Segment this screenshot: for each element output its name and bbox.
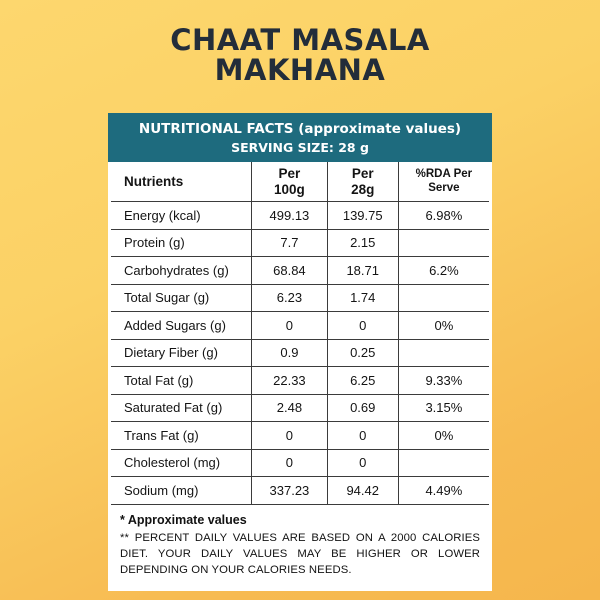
nutrient-name: Trans Fat (g) [111,421,252,450]
per-28g-line1: Per [351,165,374,181]
col-header-nutrients: Nutrients [111,162,252,202]
nutrient-row: Protein (g) 7.7 2.15 [111,229,489,257]
rda-value [397,339,489,367]
rda-value: 0% [397,421,489,450]
per-28g-value: 0.69 [326,394,399,422]
nutrient-row: Added Sugars (g) 0 0 0% [111,311,489,340]
nutrient-row: Trans Fat (g) 0 0 0% [111,421,489,450]
nutrient-row: Total Fat (g) 22.33 6.25 9.33% [111,366,489,395]
per-28g-value: 1.74 [326,284,399,312]
per-100g-line1: Per [278,165,301,181]
nutrient-name: Total Sugar (g) [111,284,252,312]
rda-value: 9.33% [397,366,489,395]
nutrient-row: Total Sugar (g) 6.23 1.74 [111,284,489,312]
col-header-rda: %RDA Per Serve [397,162,489,202]
nutrition-table-wrap: Nutrients Per 100g Per 28g %RDA Per Serve … [108,162,492,505]
per-100g-value: 0.9 [251,339,328,367]
per-28g-value: 0.25 [326,339,399,367]
footnote-daily-values: ** PERCENT DAILY VALUES ARE BASED ON A 2… [120,531,480,576]
nutrient-name: Dietary Fiber (g) [111,339,252,367]
per-100g-value: 22.33 [251,366,328,395]
per-100g-value: 0 [251,421,328,450]
nutrient-name: Sodium (mg) [111,476,252,505]
nutrient-row: Cholesterol (mg) 0 0 [111,449,489,477]
rda-value [397,284,489,312]
nutrient-name: Added Sugars (g) [111,311,252,340]
product-title-line2: MAKHANA [214,53,386,88]
table-header-row: Nutrients Per 100g Per 28g %RDA Per Serve [111,162,489,202]
col-header-per-28g: Per 28g [326,162,399,202]
nutrient-row: Saturated Fat (g) 2.48 0.69 3.15% [111,394,489,422]
per-28g-value: 0 [326,311,399,340]
footnote-approximate-values: * Approximate values [120,512,247,527]
per-100g-value: 499.13 [251,201,328,230]
rda-value: 3.15% [397,394,489,422]
nutrient-name: Cholesterol (mg) [111,449,252,477]
rda-value: 0% [397,311,489,340]
nutrient-name: Saturated Fat (g) [111,394,252,422]
rda-value: 6.98% [397,201,489,230]
nutrition-table-body: Energy (kcal) 499.13 139.75 6.98% Protein (g… [111,201,489,505]
panel-header: NUTRITIONAL FACTS (approximate values) S… [108,113,492,162]
nutrient-row: Energy (kcal) 499.13 139.75 6.98% [111,201,489,230]
rda-value [397,449,489,477]
per-100g-value: 337.23 [251,476,328,505]
nutrient-row: Carbohydrates (g) 68.84 18.71 6.2% [111,256,489,285]
per-100g-value: 2.48 [251,394,328,422]
per-28g-value: 0 [326,421,399,450]
serving-size-label: SERVING SIZE: 28 g [231,139,369,155]
nutrition-table: Nutrients Per 100g Per 28g %RDA Per Serve … [111,162,489,505]
per-28g-value: 94.42 [326,476,399,505]
nutrient-name: Carbohydrates (g) [111,256,252,285]
nutrient-name: Total Fat (g) [111,366,252,395]
per-100g-value: 68.84 [251,256,328,285]
footnotes: * Approximate values ** PERCENT DAILY VA… [108,504,492,591]
per-28g-value: 2.15 [326,229,399,257]
rda-value: 6.2% [397,256,489,285]
panel-header-title: NUTRITIONAL FACTS (approximate values) [138,120,462,137]
per-100g-value: 6.23 [251,284,328,312]
per-100g-line2: 100g [274,181,305,197]
nutrient-row: Dietary Fiber (g) 0.9 0.25 [111,339,489,367]
product-title: CHAAT MASALA MAKHANA [0,0,600,86]
nutrition-facts-panel: NUTRITIONAL FACTS (approximate values) S… [108,113,492,591]
col-header-per-100g: Per 100g [251,162,328,202]
per-28g-value: 18.71 [326,256,399,285]
product-title-line1: CHAAT MASALA [170,23,430,57]
per-100g-value: 0 [251,311,328,340]
rda-value [397,229,489,257]
nutrient-name: Protein (g) [111,229,252,257]
per-28g-value: 139.75 [326,201,399,230]
nutrient-name: Energy (kcal) [111,201,252,230]
per-28g-line2: 28g [351,181,375,197]
per-28g-value: 0 [326,449,399,477]
nutrient-row: Sodium (mg) 337.23 94.42 4.49% [111,476,489,505]
per-28g-value: 6.25 [326,366,399,395]
per-100g-value: 7.7 [251,229,328,257]
per-100g-value: 0 [251,449,328,477]
rda-value: 4.49% [397,476,489,505]
